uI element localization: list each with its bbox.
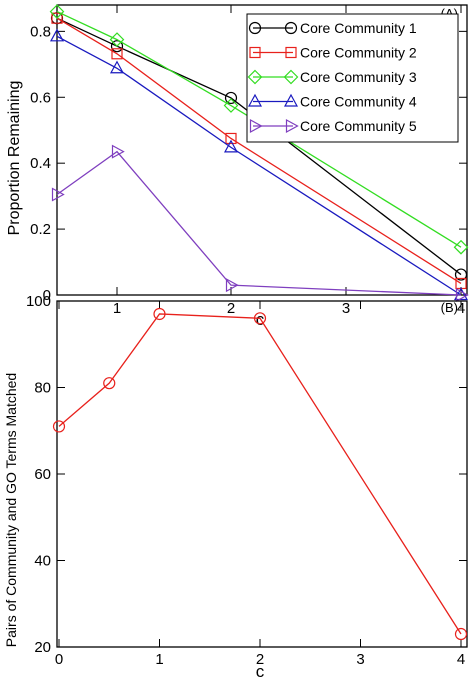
panel-a-series-3-point bbox=[453, 239, 469, 255]
panel-a-series-2-point bbox=[111, 48, 123, 60]
panel-a-series-4-line bbox=[56, 35, 462, 296]
panel-a-legend-marker bbox=[248, 21, 262, 35]
panel-a-y-tick-label: 0.2 bbox=[30, 221, 51, 238]
panel-b-y-tick-label: 20 bbox=[34, 639, 51, 656]
panel-a-series-4-point bbox=[49, 28, 65, 42]
panel-a-y-tick-label: 0.6 bbox=[30, 89, 51, 106]
panel-b-ylabel: Pairs of Community and GO Terms Matched bbox=[3, 373, 19, 647]
panel-a-series-3-point bbox=[49, 4, 65, 19]
panel-b-y-tick-label: 80 bbox=[34, 380, 51, 397]
panel-b-plot-frame bbox=[56, 300, 468, 648]
panel-a-x-tick-label: 2 bbox=[227, 300, 235, 317]
panel-a-series-5-point bbox=[225, 278, 239, 293]
panel-b-y-tick-label: 100 bbox=[26, 293, 51, 310]
panel-b-x-tick-label: 1 bbox=[155, 651, 163, 668]
panel-a-series-5-point bbox=[51, 187, 65, 202]
panel-a-legend-label: Core Community 3 bbox=[300, 69, 417, 85]
panel-a-series-5-point bbox=[111, 144, 125, 159]
panel-a-legend-marker bbox=[249, 118, 263, 134]
panel-b-series-1-point bbox=[52, 420, 66, 433]
panel-a-x-tick-label: 3 bbox=[342, 300, 350, 317]
panel-a-legend-label: Core Community 2 bbox=[300, 45, 417, 61]
panel-b-y-tick-label: 40 bbox=[34, 553, 51, 570]
panel-a-series-3-line bbox=[56, 11, 462, 248]
panel-a-legend-marker bbox=[283, 93, 299, 107]
panel-b-x-tick-label: 0 bbox=[55, 651, 63, 668]
panel-a-legend-label: Core Community 4 bbox=[300, 94, 417, 110]
panel-a-series-2-point bbox=[225, 132, 237, 145]
panel-a-series-5-point bbox=[455, 287, 469, 303]
panel-a-series-4-point bbox=[223, 139, 239, 153]
panel-a-y-tick-label: 0.4 bbox=[30, 155, 51, 172]
panel-b-panel-label: (B) bbox=[441, 300, 458, 315]
panel-a-legend-marker bbox=[285, 118, 299, 134]
panel-b-x-tick-label: 4 bbox=[457, 651, 465, 668]
panel-a-legend-marker bbox=[249, 46, 261, 59]
panel-a-series-2-point bbox=[51, 12, 63, 24]
panel-a-series-1-point bbox=[454, 268, 468, 281]
panel-a-series-4-point bbox=[109, 60, 125, 74]
panel-a-legend-marker bbox=[247, 69, 263, 85]
panel-a-series-4-point bbox=[453, 287, 469, 301]
panel-a-x-tick-label: 1 bbox=[113, 300, 121, 317]
panel-a-legend-marker bbox=[285, 46, 297, 59]
panel-b-y-tick-label: 60 bbox=[34, 466, 51, 483]
panel-a-series-5-line bbox=[56, 150, 462, 296]
panel-b-x-tick-label: 2 bbox=[256, 651, 264, 668]
panel-a-legend-marker bbox=[247, 93, 263, 107]
panel-b-series-1-point bbox=[253, 312, 267, 325]
panel-a-series-2-line bbox=[56, 17, 462, 285]
panel-a-legend-marker bbox=[283, 69, 299, 85]
panel-a-legend bbox=[246, 13, 459, 143]
panel-a-legend-label: Core Community 5 bbox=[300, 118, 417, 134]
panel-a-legend-label: Core Community 1 bbox=[300, 20, 417, 36]
panel-b-chart: Pairs of Community and GO Terms Matched … bbox=[3, 293, 468, 681]
panel-b-series-1-point bbox=[103, 377, 116, 390]
panel-a-plot-frame bbox=[56, 4, 468, 296]
panel-a-legend-marker bbox=[284, 21, 298, 35]
panel-b-x-tick-label: 3 bbox=[356, 651, 364, 668]
panel-a-series-1-point bbox=[110, 40, 124, 53]
panel-b-xlabel: c bbox=[256, 662, 265, 681]
panel-a-series-3-point bbox=[109, 32, 125, 47]
panel-a-chart: Proportion Remaining c (A) 123400.20.40.… bbox=[6, 4, 469, 329]
panel-a-y-tick-label: 0.8 bbox=[30, 23, 51, 40]
panel-b-series-1-line bbox=[58, 313, 462, 635]
panel-a-ylabel: Proportion Remaining bbox=[6, 81, 23, 236]
panel-a-series-3-point bbox=[223, 98, 239, 113]
panel-b-series-1-point bbox=[153, 307, 166, 321]
panel-a-y-tick-label: 0 bbox=[43, 287, 51, 304]
panel-a-series-1-point bbox=[224, 91, 238, 105]
panel-b-series-1-point bbox=[454, 627, 468, 641]
